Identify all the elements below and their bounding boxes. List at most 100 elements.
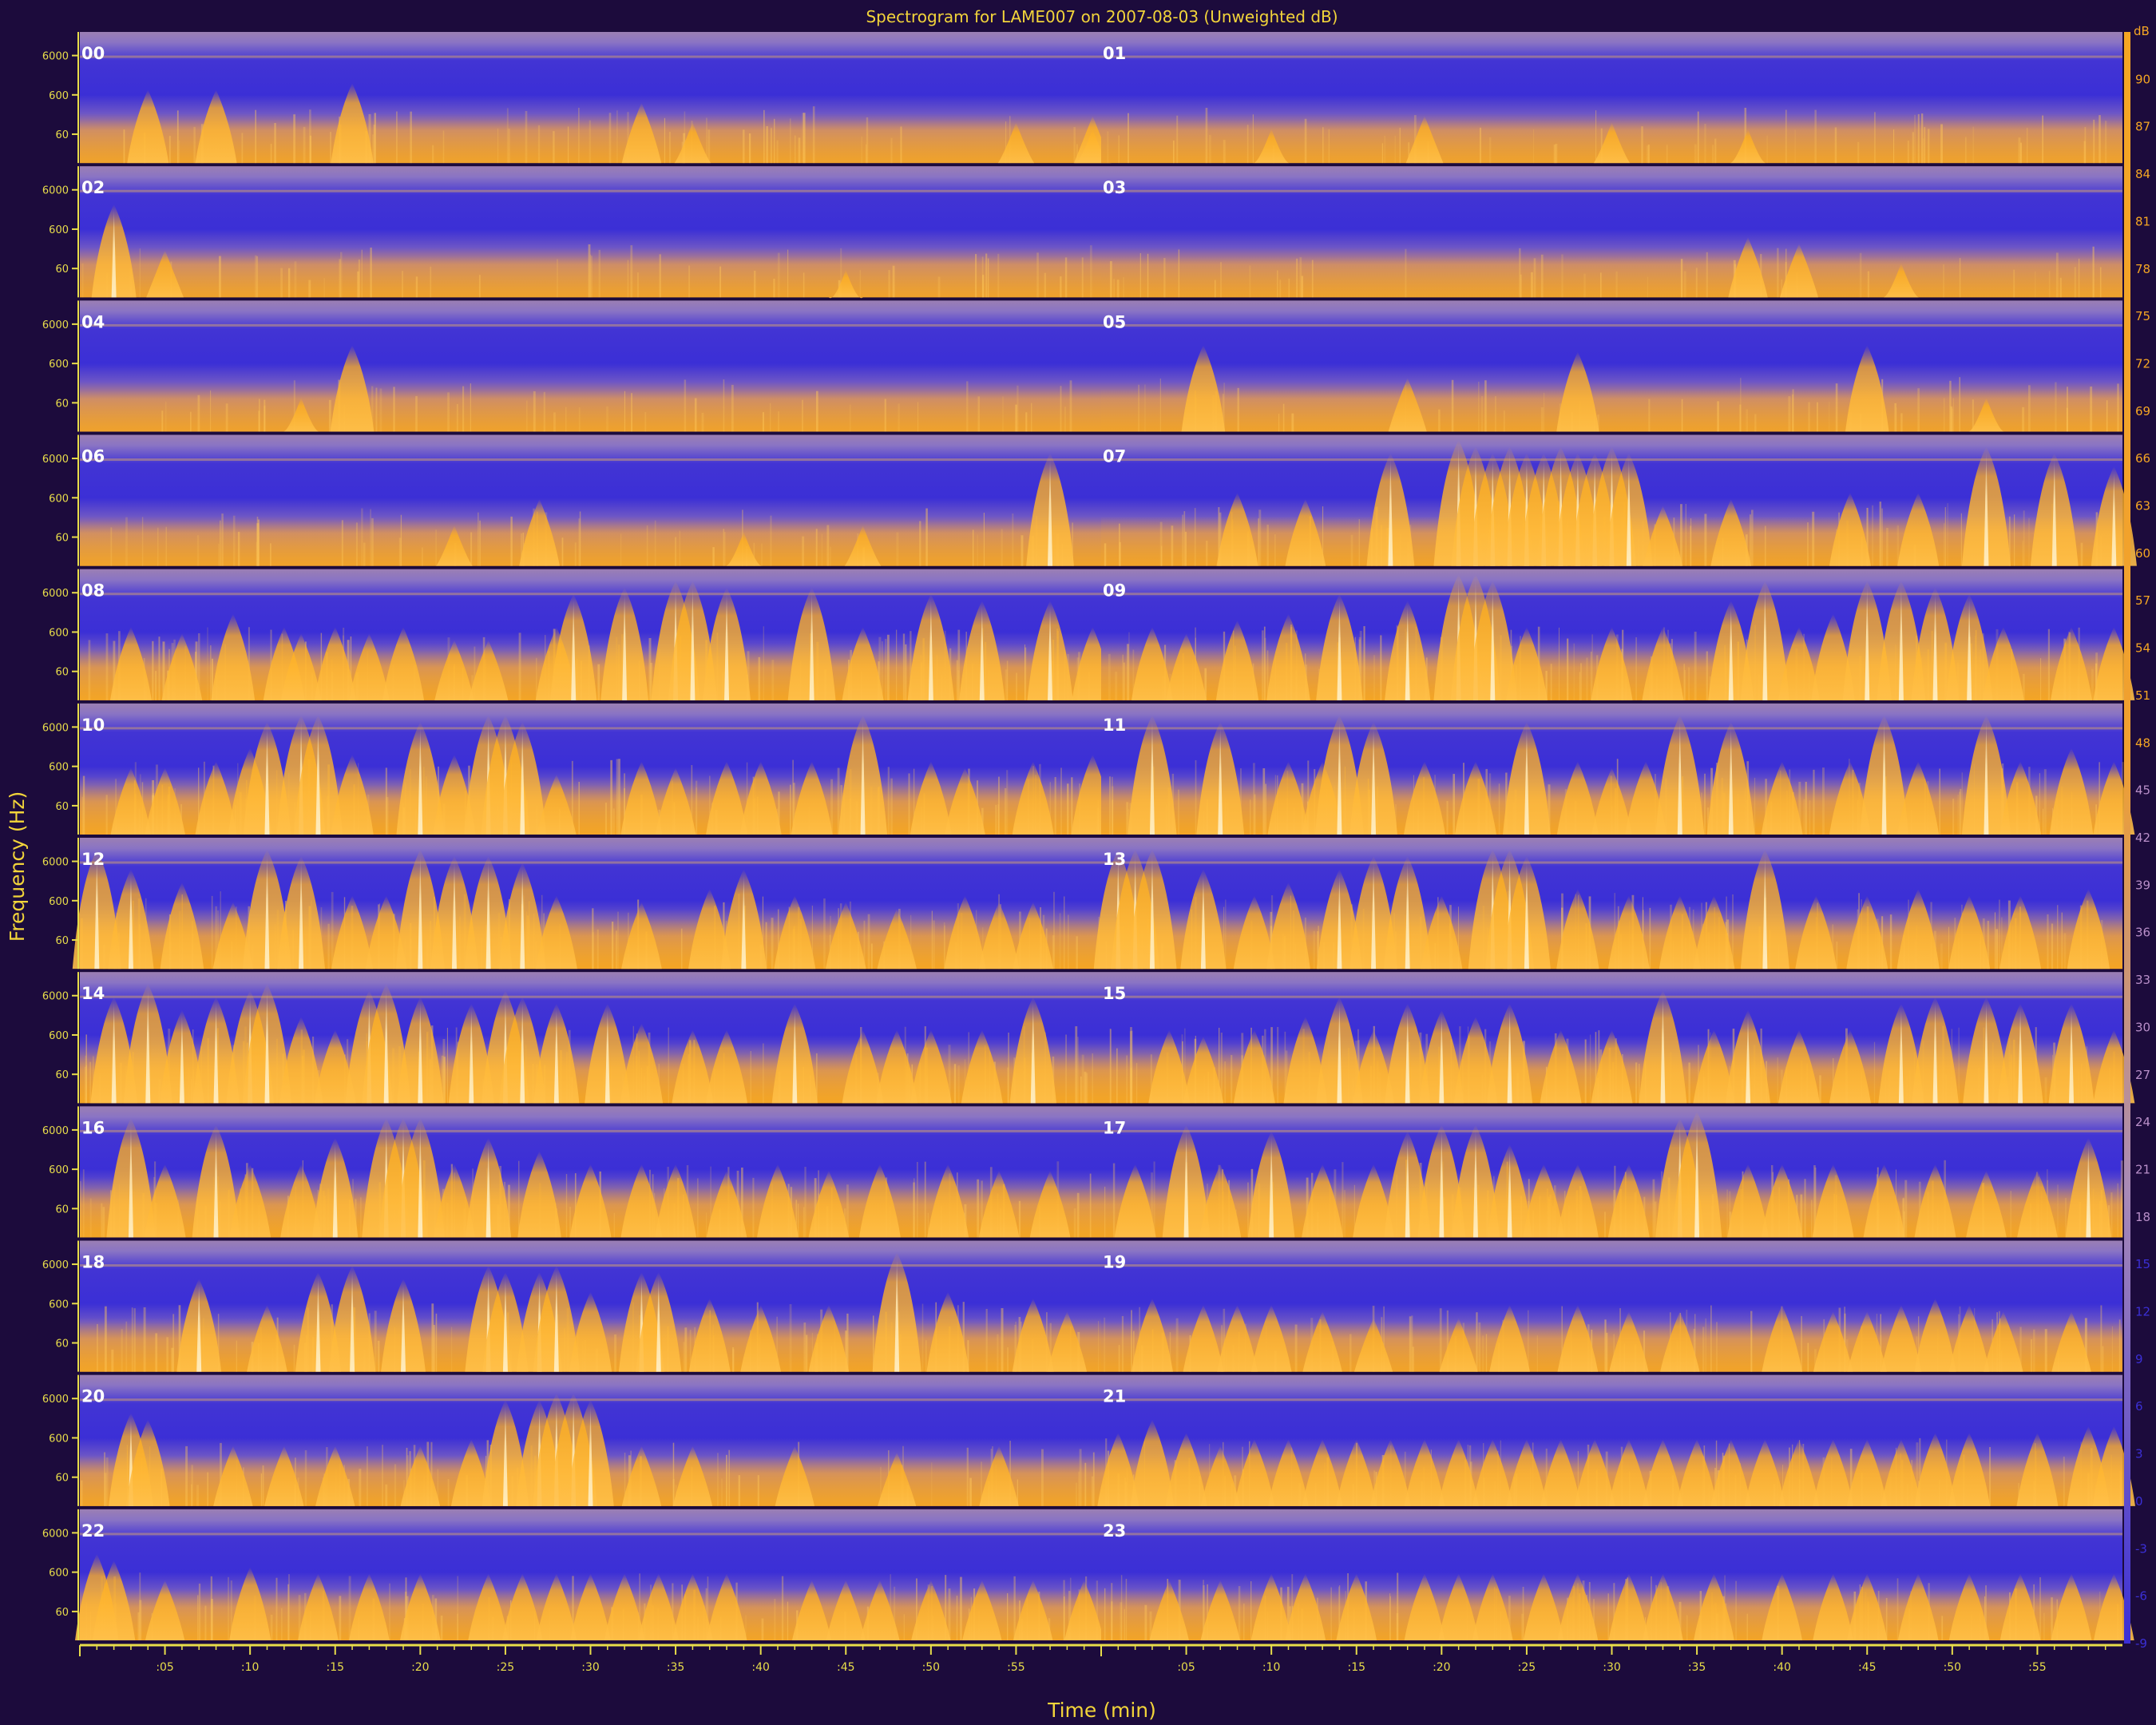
- event-mark: [1404, 1573, 1445, 1640]
- texture-streak: [1282, 403, 1285, 432]
- texture-streak: [1263, 626, 1266, 700]
- texture-streak: [190, 411, 192, 432]
- texture-streak: [913, 1182, 915, 1238]
- event-mark: [1778, 626, 1820, 700]
- texture-streak: [1694, 144, 1697, 164]
- event-glow: [808, 1170, 850, 1238]
- texture-streak: [1059, 913, 1061, 970]
- texture-streak: [806, 1334, 808, 1372]
- colorbar-tick-label: 9: [2135, 1352, 2143, 1366]
- texture-streak: [379, 388, 382, 432]
- texture-streak: [178, 140, 180, 164]
- texture-streak: [1109, 776, 1111, 835]
- texture-streak: [578, 107, 580, 164]
- texture-streak: [1125, 1578, 1128, 1640]
- texture-streak: [330, 132, 331, 164]
- texture-streak: [1800, 1194, 1803, 1238]
- event-core: [2051, 456, 2057, 566]
- event-mark: [517, 1151, 561, 1238]
- event-glow: [365, 895, 407, 970]
- event-mark: [1877, 581, 1926, 700]
- texture-streak: [1794, 129, 1796, 164]
- event-mark: [569, 1291, 612, 1372]
- event-mark: [706, 761, 748, 835]
- hour-panel-08: 08: [80, 569, 1114, 700]
- texture-streak: [1002, 396, 1004, 432]
- event-glow: [620, 1023, 664, 1104]
- event-mark: [1250, 1573, 1292, 1640]
- texture-streak: [374, 113, 376, 164]
- event-mark: [842, 1029, 884, 1104]
- event-core: [1984, 450, 1989, 566]
- texture-streak: [1940, 943, 1943, 970]
- texture-streak: [2013, 269, 2015, 298]
- texture-streak: [1867, 271, 1870, 298]
- event-mark: [212, 902, 254, 970]
- colorbar-tick-label: 36: [2135, 926, 2150, 940]
- colorbar-tick-label: 18: [2135, 1210, 2150, 1224]
- texture-streak: [456, 403, 458, 432]
- event-mark: [283, 397, 319, 432]
- event-mark: [1811, 613, 1855, 700]
- texture-streak: [1183, 511, 1186, 566]
- event-core: [1472, 1128, 1478, 1238]
- texture-streak: [2095, 652, 2099, 700]
- texture-streak: [1836, 942, 1838, 970]
- texture-streak: [604, 803, 608, 835]
- texture-streak: [331, 891, 334, 970]
- event-mark: [72, 849, 121, 970]
- event-mark: [395, 849, 445, 970]
- tonal-line: [80, 1264, 1101, 1267]
- event-glow: [791, 1580, 832, 1640]
- texture-streak: [995, 804, 997, 835]
- y-tick-label: 60: [55, 1607, 69, 1619]
- texture-streak: [1006, 770, 1009, 835]
- event-glow: [1250, 1304, 1292, 1372]
- texture-streak: [1695, 268, 1698, 298]
- texture-streak: [1389, 1596, 1391, 1640]
- texture-streak: [925, 1340, 927, 1372]
- texture-streak: [270, 543, 271, 566]
- texture-streak: [157, 527, 159, 566]
- texture-streak: [1704, 773, 1706, 835]
- texture-streak: [1381, 143, 1384, 164]
- texture-streak: [1478, 1322, 1481, 1372]
- texture-streak: [2057, 905, 2059, 970]
- event-core: [1149, 852, 1155, 970]
- hour-label: 03: [1103, 178, 1126, 197]
- event-mark: [498, 862, 546, 970]
- event-glow: [1013, 902, 1054, 970]
- texture-streak: [1342, 1162, 1344, 1238]
- texture-streak: [1274, 534, 1276, 566]
- texture-streak: [1246, 125, 1249, 164]
- event-mark: [464, 855, 513, 970]
- event-glow: [842, 1029, 884, 1104]
- texture-streak: [1916, 1442, 1919, 1506]
- noise-floor: [80, 119, 1101, 164]
- texture-streak: [723, 379, 725, 432]
- hour-panel-02: 02: [80, 166, 1101, 299]
- texture-streak: [2090, 387, 2093, 432]
- event-glow: [1762, 1304, 1803, 1372]
- event-core: [1762, 584, 1768, 700]
- texture-streak: [553, 412, 556, 432]
- texture-streak: [402, 271, 403, 298]
- texture-streak: [1678, 1601, 1682, 1640]
- event-glow: [1454, 761, 1496, 835]
- event-core: [2111, 469, 2117, 566]
- texture-streak: [1683, 664, 1685, 700]
- event-mark: [1216, 492, 1258, 566]
- event-glow: [537, 774, 577, 835]
- event-glow: [1012, 1298, 1054, 1372]
- event-glow: [1421, 895, 1463, 970]
- texture-streak: [1044, 272, 1046, 298]
- colorbar-tick-label: 51: [2135, 688, 2150, 703]
- texture-streak: [774, 118, 775, 164]
- event-mark: [1660, 1311, 1700, 1372]
- texture-streak: [1792, 389, 1794, 432]
- tonal-line: [1101, 189, 2122, 192]
- texture-streak: [1952, 799, 1955, 835]
- event-glow: [1897, 1573, 1939, 1640]
